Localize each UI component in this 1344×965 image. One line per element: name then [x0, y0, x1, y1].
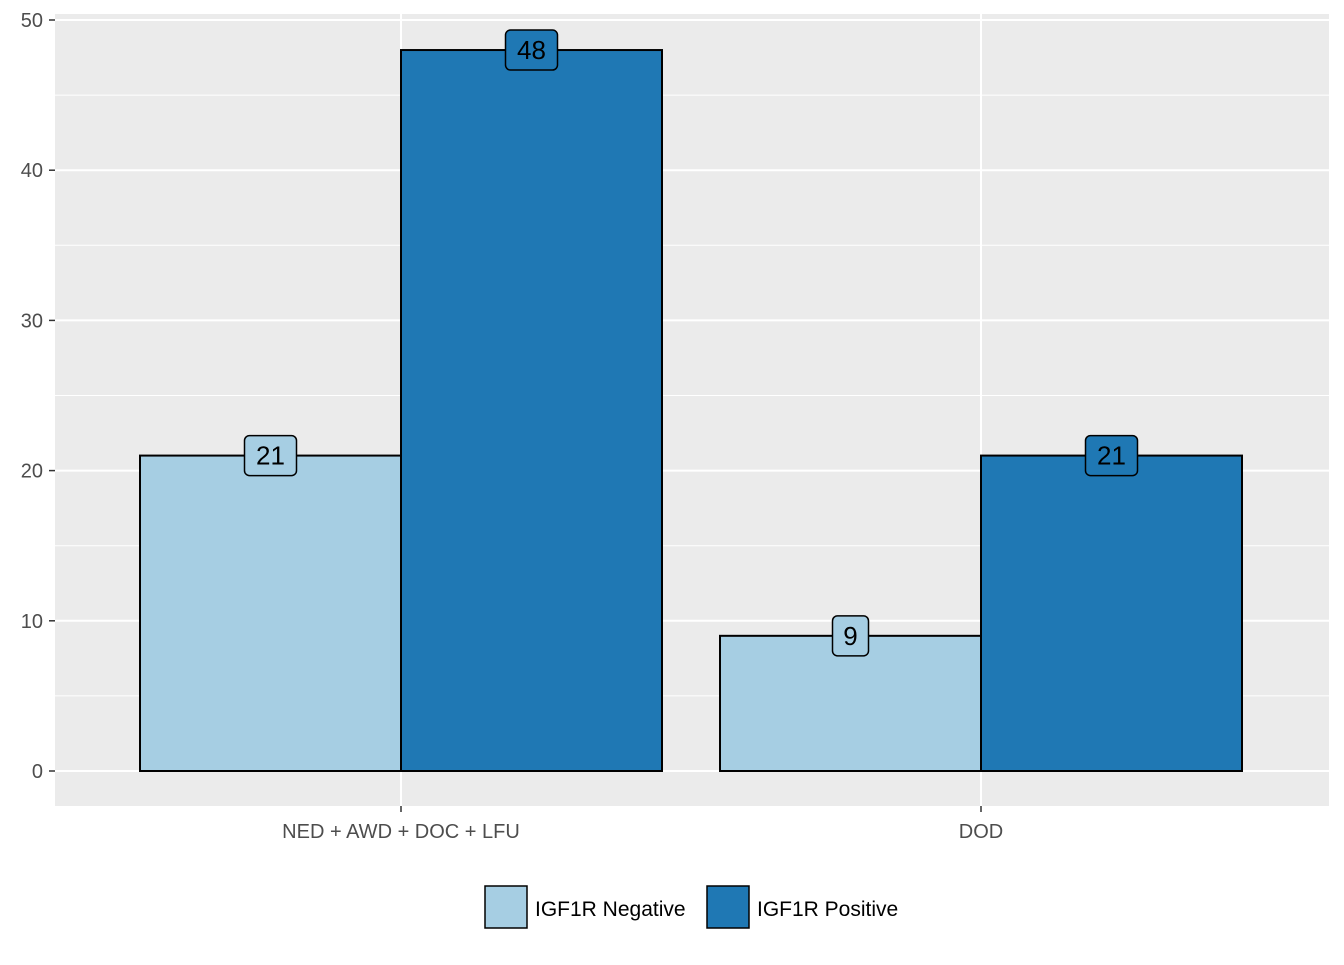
data-label: 9 — [843, 621, 857, 651]
data-label-box — [504, 29, 559, 71]
bar — [400, 49, 663, 773]
data-label-box — [243, 434, 298, 477]
data-label-box — [831, 615, 870, 657]
legend-label: IGF1R Negative — [535, 898, 686, 921]
data-label: 21 — [256, 441, 285, 471]
data-label: 21 — [1097, 441, 1126, 471]
y-tick-label: 0 — [32, 761, 43, 783]
y-tick-label: 50 — [21, 10, 43, 32]
data-label-box — [1084, 434, 1139, 477]
legend-swatch — [706, 885, 750, 929]
x-tick-label: NED + AWD + DOC + LFU — [282, 821, 520, 843]
bar — [980, 454, 1243, 772]
x-tick-label: DOD — [959, 821, 1003, 843]
y-tick-label: 10 — [21, 611, 43, 633]
bar — [139, 454, 402, 772]
axes: 0 10 20 30 40 50 NED + AWD + DOC + LFU DOD — [21, 10, 1003, 843]
bar — [719, 634, 982, 772]
data-labels: 21 48 9 21 — [243, 29, 1139, 657]
legend: IGF1R Negative IGF1R Positive — [484, 885, 898, 929]
bars — [139, 49, 1243, 773]
legend-label: IGF1R Positive — [757, 898, 898, 921]
y-tick-label: 20 — [21, 461, 43, 483]
y-tick-label: 30 — [21, 310, 43, 332]
legend-swatch — [484, 885, 528, 929]
data-label: 48 — [517, 35, 546, 65]
y-tick-label: 40 — [21, 160, 43, 182]
